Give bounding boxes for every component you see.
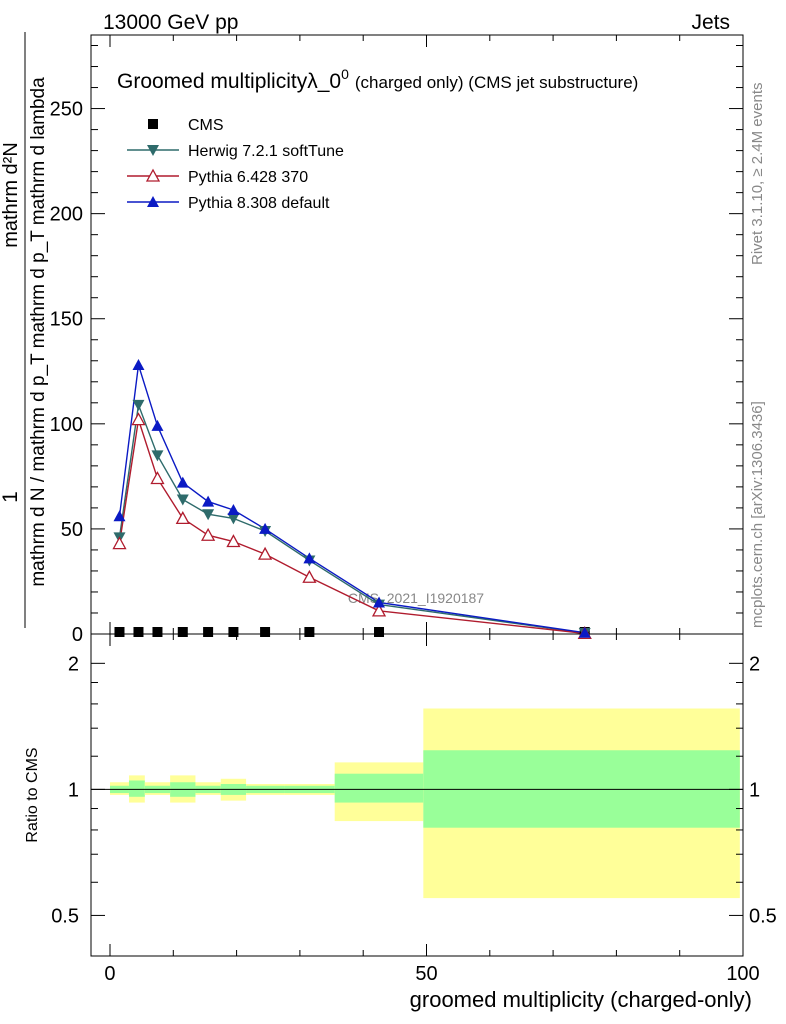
legend-label: Herwig 7.2.1 softTune [188, 143, 344, 160]
ratio-y-tick-label-right: 2 [749, 653, 760, 675]
legend-label: Pythia 6.428 370 [188, 169, 308, 186]
data-point-1 [132, 399, 145, 411]
ratio-plot-frame [90, 633, 744, 957]
legend-marker [147, 145, 159, 156]
plot-title-sup: 0 [341, 66, 349, 82]
y-label-prefix: 1 [0, 491, 22, 503]
data-point-0 [228, 627, 239, 637]
axis-ticks: 0 50 100 0 50 100 150 200 250 0.5 0.5 1 1 2 2 [50, 35, 777, 985]
data-point-0 [114, 627, 125, 637]
data-point-2 [175, 511, 190, 525]
legend-label: Pythia 8.308 default [188, 195, 330, 212]
y-axis-label-ratio: Ratio to CMS [24, 747, 41, 842]
plot-title: Groomed multiplicityλ_00 (charged only) (… [117, 66, 638, 93]
mcplots-label: mcplots.cern.ch [arXiv:1306.3436] [749, 401, 766, 628]
data-point-3 [259, 522, 272, 534]
data-point-2 [150, 471, 165, 485]
legend-label: CMS [188, 117, 224, 134]
data-point-2 [257, 546, 273, 560]
data-point-0 [203, 627, 214, 637]
ratio-y-tick-label-right: 0.5 [749, 905, 777, 927]
data-point-0 [152, 627, 163, 637]
series-line-3 [118, 364, 585, 634]
y-tick-label: 50 [61, 519, 83, 541]
y-tick-label: 250 [50, 99, 83, 121]
ratio-y-tick-label: 2 [68, 653, 79, 675]
series-line-2 [118, 419, 585, 635]
data-point-1 [151, 450, 164, 462]
data-point-2 [226, 534, 241, 548]
data-point-0 [133, 627, 144, 637]
data-point-3 [113, 510, 126, 522]
energy-label: 13000 GeV pp [103, 11, 238, 34]
rivet-version-label: Rivet 3.1.10, ≥ 2.4M events [749, 83, 766, 266]
data-point-0 [304, 627, 315, 637]
data-point-1 [176, 494, 189, 506]
y-label-numerator: mathrm d²N [0, 142, 22, 248]
ratio-y-tick-label: 1 [68, 779, 79, 801]
legend-marker [145, 168, 161, 182]
data-point-1 [227, 513, 240, 525]
ratio-bands [91, 708, 743, 899]
data-point-3 [227, 503, 240, 515]
y-tick-label: 0 [72, 624, 83, 646]
plot-title-suffix: (charged only) (CMS jet substructure) [355, 73, 638, 92]
x-tick-label: 50 [415, 963, 437, 985]
x-tick-label: 100 [726, 963, 759, 985]
legend: CMS Herwig 7.2.1 softTune Pythia 6.428 370… [127, 117, 344, 212]
data-point-2 [112, 536, 127, 550]
y-tick-label: 150 [50, 309, 83, 331]
data-point-3 [132, 358, 145, 370]
data-point-2 [302, 569, 317, 583]
y-label-numerator-top: mathrm d N / mathrm d p_T mathrm d p_T m… [28, 77, 49, 587]
data-point-3 [176, 476, 189, 488]
series-markers [112, 358, 592, 640]
category-label: Jets [691, 11, 730, 34]
data-point-3 [303, 552, 316, 564]
series-lines [118, 364, 585, 635]
data-point-2 [371, 603, 387, 617]
data-point-2 [131, 412, 146, 426]
data-point-0 [374, 627, 385, 637]
data-point-3 [202, 495, 215, 507]
ratio-band-inner [128, 780, 145, 797]
data-point-3 [151, 419, 164, 431]
data-point-2 [201, 527, 216, 541]
legend-marker [147, 196, 159, 207]
ratio-y-tick-label: 0.5 [51, 905, 79, 927]
ratio-band-inner [334, 773, 424, 803]
x-axis-label: groomed multiplicity (charged-only) [410, 987, 752, 1012]
y-tick-label: 100 [50, 414, 83, 436]
legend-marker [148, 119, 158, 129]
y-axis-label-main: 1 mathrm d²N mathrm d N / mathrm d p_T m… [0, 32, 49, 628]
data-point-0 [260, 627, 271, 637]
x-tick-label: 0 [104, 963, 115, 985]
data-point-3 [578, 626, 591, 638]
data-point-3 [373, 596, 386, 608]
data-point-1 [202, 509, 215, 521]
data-point-0 [177, 627, 188, 637]
y-tick-label: 200 [50, 204, 83, 226]
series-line-1 [118, 404, 585, 634]
plot-title-main: Groomed multiplicityλ_0 [117, 70, 341, 93]
ratio-y-tick-label-right: 1 [749, 779, 760, 801]
